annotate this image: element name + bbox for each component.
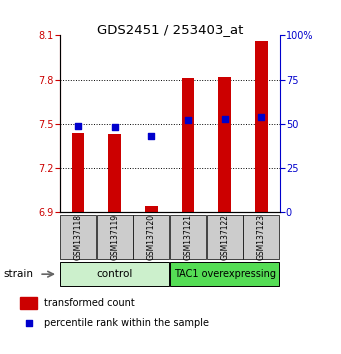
Bar	[72, 133, 85, 212]
Bar	[20, 297, 38, 309]
Text: GDS2451 / 253403_at: GDS2451 / 253403_at	[97, 23, 244, 36]
Point	[258, 114, 264, 120]
Bar	[218, 77, 231, 212]
FancyBboxPatch shape	[243, 215, 279, 259]
Text: control: control	[97, 269, 133, 279]
Text: GSM137123: GSM137123	[257, 214, 266, 260]
Bar	[145, 206, 158, 212]
Point	[112, 125, 117, 130]
FancyBboxPatch shape	[170, 215, 206, 259]
FancyBboxPatch shape	[97, 215, 133, 259]
Text: percentile rank within the sample: percentile rank within the sample	[44, 318, 209, 328]
Point	[75, 123, 81, 129]
FancyBboxPatch shape	[133, 215, 169, 259]
Text: GSM137120: GSM137120	[147, 214, 156, 260]
Text: TAC1 overexpressing: TAC1 overexpressing	[174, 269, 276, 279]
Bar	[181, 78, 194, 212]
Text: GSM137118: GSM137118	[74, 214, 83, 260]
FancyBboxPatch shape	[60, 262, 169, 286]
FancyBboxPatch shape	[170, 262, 279, 286]
Point	[26, 320, 32, 326]
Text: GSM137121: GSM137121	[183, 214, 192, 260]
Text: strain: strain	[3, 269, 33, 279]
Point	[222, 116, 227, 121]
FancyBboxPatch shape	[60, 215, 96, 259]
Bar	[255, 41, 268, 212]
Bar	[108, 134, 121, 212]
FancyBboxPatch shape	[207, 215, 242, 259]
Text: transformed count: transformed count	[44, 298, 134, 308]
Point	[149, 133, 154, 139]
Point	[185, 118, 191, 123]
Text: GSM137122: GSM137122	[220, 214, 229, 260]
Text: GSM137119: GSM137119	[110, 214, 119, 260]
